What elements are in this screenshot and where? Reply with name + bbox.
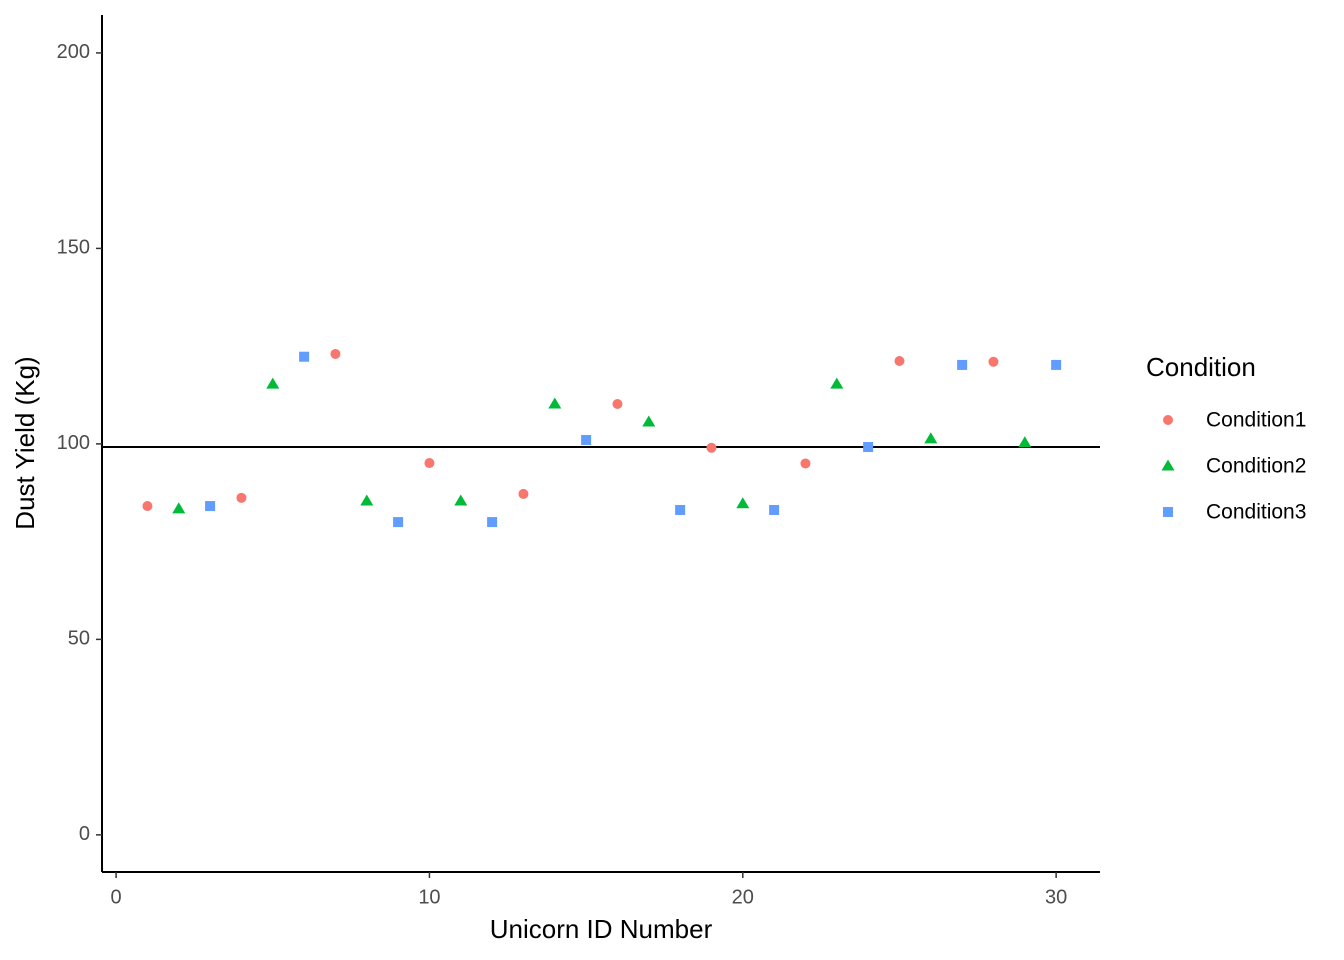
data-point [863,442,874,453]
data-point [299,351,310,362]
y-tick-label: 0 [79,823,90,845]
legend-label: Condition3 [1206,501,1306,524]
legend-symbol [1163,415,1173,425]
data-point [706,442,717,453]
data-point [236,492,247,503]
data-point [424,458,435,469]
data-point [830,377,844,389]
data-point [769,504,780,515]
data-point [924,432,938,444]
data-point [172,502,186,514]
data-point [1018,436,1032,448]
data-point [330,348,341,359]
y-tick-label: 200 [57,41,90,63]
data-point [894,356,905,367]
y-tick-label: 150 [57,237,90,259]
data-point [1051,359,1062,370]
data-point [988,356,999,367]
data-point [393,517,404,528]
y-tick-label: 50 [68,628,90,650]
data-point [800,458,811,469]
data-point [360,494,374,506]
y-tick-label: 100 [57,432,90,454]
y-axis-label: Dust Yield (Kg) [10,356,40,529]
data-point [454,494,468,506]
legend-label: Condition1 [1206,409,1306,432]
x-axis-label: Unicorn ID Number [490,914,713,944]
data-point [642,415,656,427]
data-point [675,504,686,515]
data-point [266,377,280,389]
data-point [142,501,153,512]
data-point [612,399,623,410]
data-point [518,488,529,499]
x-tick-label: 20 [732,886,754,908]
x-tick-label: 30 [1045,886,1067,908]
data-point [205,501,216,512]
data-point [957,359,968,370]
legend-symbol [1161,459,1175,471]
data-point [548,397,562,409]
x-tick-label: 0 [111,886,122,908]
legend-symbol [1163,507,1173,517]
x-tick-label: 10 [418,886,440,908]
data-point [581,434,592,445]
data-point [487,517,498,528]
data-point [736,497,750,509]
legend-title: Condition [1146,352,1256,382]
legend-label: Condition2 [1206,455,1306,478]
